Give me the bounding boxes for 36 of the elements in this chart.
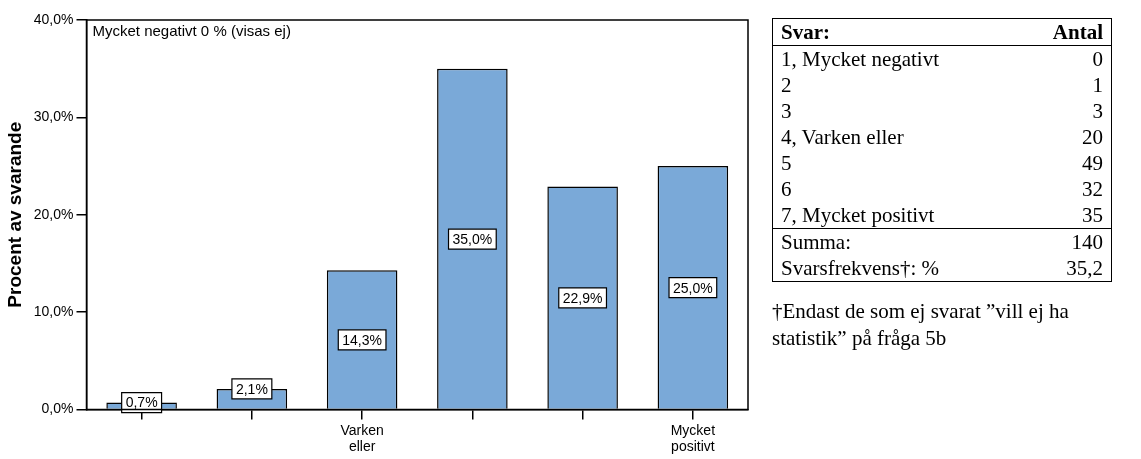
y-tick-label: 10,0%: [33, 302, 74, 319]
text: 35,2: [1065, 255, 1104, 282]
text: 3: [780, 98, 793, 124]
text: Antal: [1017, 18, 1112, 46]
text: 3: [1091, 98, 1104, 124]
text: Svar:: [772, 18, 1018, 46]
y-tick-label: 0,0%: [41, 400, 74, 417]
text: †Endast de som ej svarat ”vill ej ha statistik” på fråga 5b: [772, 298, 1070, 352]
data-label: 0,7%: [125, 394, 158, 411]
text: 49: [1081, 150, 1104, 176]
x-tick-label: Mycket positivt: [670, 421, 716, 455]
y-tick-label: 40,0%: [33, 10, 74, 27]
data-label: 35,0%: [452, 230, 493, 247]
annotation: Mycket negativt 0 % (visas ej): [92, 21, 291, 39]
data-label: 22,9%: [562, 289, 603, 306]
text: 7, Mycket positivt: [780, 202, 936, 229]
text: 6: [780, 176, 793, 202]
text: 32: [1081, 176, 1104, 202]
y-axis-title: Procent av svarande: [3, 121, 25, 308]
text: 140: [1017, 228, 1112, 255]
y-tick-label: 30,0%: [33, 108, 74, 125]
data-label: 2,1%: [235, 380, 268, 397]
text: 2: [780, 72, 793, 98]
data-label: 25,0%: [673, 279, 713, 296]
text: 20: [1081, 124, 1104, 150]
text: 5: [780, 150, 793, 176]
x-tick-label: Varken eller: [340, 421, 384, 455]
y-tick-label: 20,0%: [33, 205, 74, 222]
text: 1: [1091, 72, 1104, 98]
text: 1, Mycket negativt: [780, 46, 941, 72]
data-label: 14,3%: [342, 331, 382, 348]
text: Summa:: [772, 228, 1018, 255]
text: 4, Varken eller: [780, 124, 905, 150]
text: 35: [1081, 202, 1104, 229]
text: 0: [1091, 46, 1104, 72]
text: Svarsfrekvens†: %: [780, 255, 941, 282]
